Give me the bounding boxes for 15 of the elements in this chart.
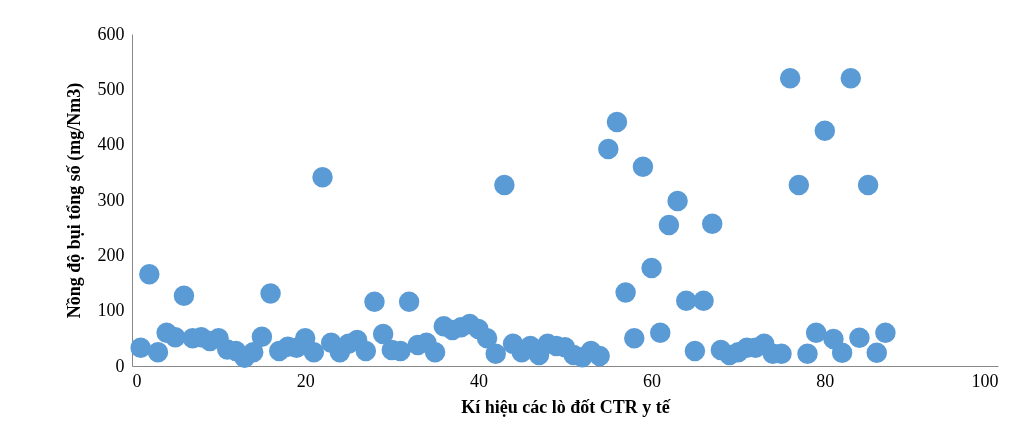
x-tick-label: 60 <box>643 370 662 391</box>
y-tick-label: 200 <box>97 244 125 265</box>
y-tick-label: 500 <box>97 78 125 99</box>
x-tick-label: 20 <box>296 370 315 391</box>
x-tick-label: 80 <box>816 370 835 391</box>
x-tick-label: 100 <box>971 370 999 391</box>
x-tick-label: 40 <box>469 370 488 391</box>
x-tick-label: 0 <box>132 370 142 391</box>
y-tick-label: 100 <box>97 300 125 321</box>
y-tick-label: 0 <box>115 355 125 376</box>
y-tick-label: 300 <box>97 189 125 210</box>
y-axis-title: Nồng độ bụi tổng số (mg/Nm3) <box>63 82 85 319</box>
y-tick-label: 600 <box>97 23 125 44</box>
x-axis-title: Kí hiệu các lò đốt CTR y tế <box>461 396 671 417</box>
y-tick-label: 400 <box>97 134 125 155</box>
